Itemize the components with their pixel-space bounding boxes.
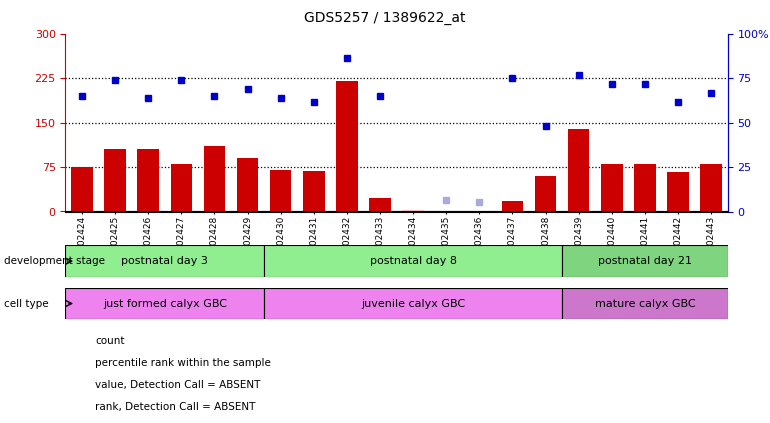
Text: value, Detection Call = ABSENT: value, Detection Call = ABSENT: [95, 379, 261, 390]
Text: postnatal day 3: postnatal day 3: [122, 256, 208, 266]
Bar: [403, 210, 424, 212]
Text: count: count: [95, 335, 125, 346]
Text: percentile rank within the sample: percentile rank within the sample: [95, 357, 271, 368]
Bar: [568, 129, 589, 212]
Bar: [138, 149, 159, 212]
Bar: [668, 172, 688, 212]
Bar: [171, 164, 192, 212]
Text: mature calyx GBC: mature calyx GBC: [594, 299, 695, 308]
Bar: [237, 158, 258, 212]
Bar: [562, 288, 728, 319]
Bar: [204, 146, 225, 212]
Bar: [105, 149, 126, 212]
Bar: [370, 198, 390, 212]
Bar: [535, 176, 556, 212]
Bar: [264, 245, 562, 277]
Bar: [264, 288, 562, 319]
Bar: [303, 171, 324, 212]
Bar: [634, 164, 655, 212]
Text: postnatal day 21: postnatal day 21: [598, 256, 692, 266]
Text: postnatal day 8: postnatal day 8: [370, 256, 457, 266]
Bar: [562, 245, 728, 277]
Bar: [701, 164, 721, 212]
Bar: [72, 167, 92, 212]
Bar: [270, 170, 291, 212]
Bar: [336, 81, 357, 212]
Bar: [65, 245, 264, 277]
Text: rank, Detection Call = ABSENT: rank, Detection Call = ABSENT: [95, 401, 256, 412]
Text: just formed calyx GBC: just formed calyx GBC: [102, 299, 227, 308]
Bar: [65, 288, 264, 319]
Text: cell type: cell type: [4, 299, 49, 309]
Text: GDS5257 / 1389622_at: GDS5257 / 1389622_at: [304, 11, 466, 25]
Text: development stage: development stage: [4, 256, 105, 266]
Bar: [601, 164, 622, 212]
Bar: [502, 201, 523, 212]
Text: juvenile calyx GBC: juvenile calyx GBC: [361, 299, 465, 308]
